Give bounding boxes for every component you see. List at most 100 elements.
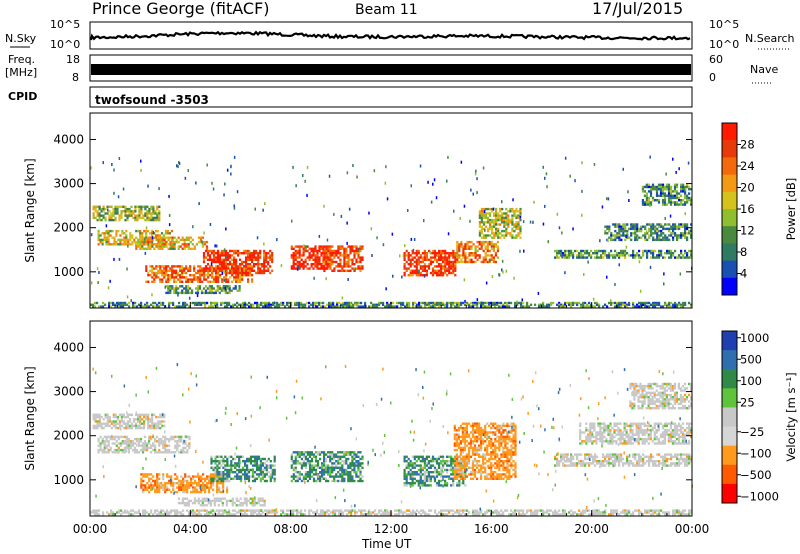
scatter-cell: [98, 205, 101, 208]
y-tick-label: 3000: [53, 177, 84, 191]
scatter-cell: [513, 229, 516, 233]
scatter-cell: [139, 424, 142, 428]
scatter-cell: [343, 455, 346, 458]
scatter-cell: [466, 301, 469, 305]
scatter-cell: [614, 254, 617, 257]
scatter-cell: [184, 303, 187, 306]
scatter-cell: [574, 301, 577, 305]
scatter-cell: [144, 303, 147, 306]
scatter-cell: [218, 455, 221, 458]
scatter-cell: [359, 468, 362, 472]
scatter-cell: [429, 263, 433, 266]
noise-cell: [385, 165, 387, 169]
scatter-cell: [302, 252, 305, 255]
scatter-cell: [203, 269, 206, 272]
scatter-cell: [302, 460, 305, 463]
scatter-cell: [647, 183, 651, 186]
scatter-cell: [342, 301, 345, 305]
scatter-cell: [110, 214, 113, 217]
scatter-cell: [516, 303, 519, 306]
scatter-cell: [153, 424, 156, 428]
scatter-cell: [354, 301, 357, 305]
scatter-cell: [195, 276, 198, 279]
scatter-cell: [105, 238, 108, 242]
scatter-cell: [151, 243, 154, 246]
scatter-cell: [220, 464, 223, 467]
scatter-cell: [570, 254, 573, 257]
scatter-cell: [450, 477, 453, 480]
scatter-cell: [298, 301, 301, 305]
scatter-cell: [472, 243, 475, 246]
scatter-cell: [203, 499, 206, 503]
scatter-cell: [203, 240, 207, 244]
scatter-cell: [409, 269, 412, 272]
scatter-cell: [634, 254, 637, 257]
scatter-cell: [588, 305, 591, 308]
scatter-cell: [148, 216, 151, 220]
scatter-cell: [245, 501, 248, 505]
scatter-cell: [147, 240, 150, 244]
scatter-cell: [337, 479, 340, 483]
scatter-cell: [345, 460, 348, 463]
scatter-cell: [296, 252, 299, 255]
scatter-cell: [182, 490, 185, 494]
scatter-cell: [482, 256, 485, 259]
scatter-cell: [580, 305, 583, 308]
scatter-cell: [312, 249, 315, 253]
scatter-cell: [505, 212, 508, 215]
scatter-cell: [478, 243, 481, 246]
scatter-cell: [161, 238, 164, 242]
scatter-cell: [612, 234, 615, 237]
scatter-cell: [429, 460, 432, 463]
scatter-cell: [233, 252, 236, 255]
noise-cell: [187, 169, 189, 172]
scatter-cell: [417, 252, 420, 255]
scatter-cell: [239, 263, 242, 266]
scatter-cell: [195, 287, 198, 290]
scatter-cell: [161, 420, 164, 423]
scatter-cell: [484, 254, 487, 257]
scatter-cell: [255, 455, 259, 458]
scatter-cell: [314, 258, 317, 261]
scatter-cell: [460, 260, 463, 264]
scatter-cell: [662, 238, 665, 242]
scatter-cell: [141, 245, 144, 248]
scatter-cell: [222, 486, 225, 489]
scatter-cell: [235, 263, 238, 266]
scatter-cell: [503, 212, 506, 215]
scatter-cell: [431, 457, 435, 461]
scatter-cell: [374, 305, 377, 308]
scatter-cell: [670, 256, 673, 259]
scatter-cell: [247, 278, 250, 281]
scatter-cell: [333, 457, 336, 461]
scatter-cell: [359, 260, 362, 264]
scatter-cell: [334, 305, 337, 308]
scatter-cell: [147, 238, 150, 242]
scatter-cell: [193, 274, 196, 277]
scatter-cell: [444, 484, 447, 487]
scatter-cell: [110, 205, 113, 208]
scatter-cell: [462, 260, 465, 264]
scatter-cell: [499, 232, 502, 235]
scatter-cell: [233, 249, 236, 253]
scatter-cell: [425, 464, 428, 467]
scatter-cell: [318, 256, 321, 259]
scatter-cell: [436, 260, 439, 264]
scatter-cell: [423, 479, 426, 483]
scatter-cell: [490, 256, 493, 259]
scatter-cell: [247, 265, 250, 268]
scatter-cell: [622, 234, 625, 237]
scatter-cell: [646, 252, 649, 255]
scatter-cell: [509, 234, 512, 237]
scatter-cell: [347, 453, 350, 456]
scatter-cell: [494, 245, 497, 248]
scatter-cell: [259, 269, 262, 272]
scatter-cell: [216, 490, 219, 494]
scatter-cell: [139, 420, 142, 423]
scatter-cell: [450, 271, 453, 275]
scatter-cell: [437, 482, 441, 485]
nsky-tick-bottom: 10^0: [50, 38, 80, 51]
scatter-cell: [323, 245, 326, 248]
scatter-cell: [444, 479, 447, 483]
scatter-cell: [212, 477, 215, 480]
